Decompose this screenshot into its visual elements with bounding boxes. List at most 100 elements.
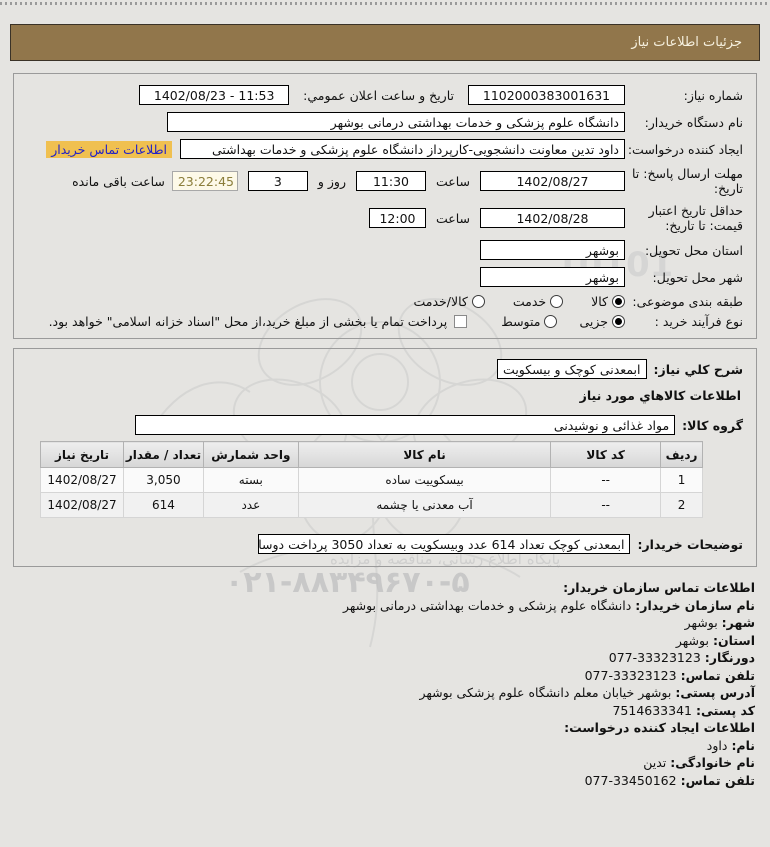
contact-value: بوشهر [684,615,718,630]
process-type-row: نوع فرآیند خرید : جزیی متوسط پرداخت تمام… [24,314,743,329]
validity-hour-label: ساعت [435,210,470,226]
classification-option-service[interactable]: خدمت [512,294,564,309]
price-validity-row: حداقل تاریخ اعتبار قیمت: تا تاریخ: 1402/… [24,203,743,233]
goods-info-panel: شرح کلي نياز: ابمعدنی کوچک و بیسکویت اطل… [13,348,757,567]
cell-need-date: 1402/08/27 [39,467,125,493]
need-number-field[interactable]: 1102000383001631 [468,85,625,105]
table-row: 2 -- آب معدنی یا چشمه عدد 614 1402/08/27 [39,492,703,518]
classification-option-goods-service[interactable]: کالا/خدمت [413,294,485,309]
process-option-minor[interactable]: جزیی [579,314,625,329]
contact-line: نام: داود [0,737,755,755]
request-creator-row: ایجاد کننده درخواست: داود تدین معاونت دا… [24,139,743,159]
contact-line: تلفن تماس: 33450162-077 [0,772,755,790]
contact-line: دورنگار: 33323123-077 [0,649,755,667]
buyer-contact-heading: اطلاعات تماس سازمان خریدار: [563,580,755,595]
contact-line: تلفن تماس: 33323123-077 [0,667,755,685]
radio-icon [471,295,485,308]
price-validity-label: حداقل تاریخ اعتبار قیمت: تا تاریخ: [648,203,743,233]
contact-label: استان: [712,632,755,648]
contact-label: تلفن تماس: [680,772,755,788]
goods-group-row: گروه کالا: مواد غذائی و نوشیدنی [24,415,743,435]
cell-quantity: 3,050 [123,467,204,493]
validity-hour-field[interactable]: 12:00 [368,208,426,228]
need-info-panel: شماره نياز: 1102000383001631 تاريخ و ساع… [13,73,757,339]
announce-datetime-label: تاريخ و ساعت اعلان عمومي: [303,87,454,103]
top-dotted-divider [0,2,770,5]
delivery-city-field[interactable]: بوشهر [480,267,625,287]
announce-datetime-field[interactable]: 1402/08/23 - 11:53 [139,85,290,105]
buyer-contact-link[interactable]: اطلاعات تماس خریدار [46,140,172,158]
option-label: خدمت [512,294,547,309]
contact-line: نام خانوادگی: تدین [0,754,755,772]
table-row: 1 -- بیسکوییت ساده بسته 3,050 1402/08/27 [39,467,703,493]
page-title-bar: جزئيات اطلاعات نياز [10,24,760,61]
contact-value: 7514633341 [612,702,692,718]
contact-line: کد پستی: 7514633341 [0,702,755,720]
cell-goods-code: -- [550,467,662,493]
deadline-date-field[interactable]: 1402/08/27 [480,171,625,191]
contact-value: تدین [643,755,667,770]
request-creator-field[interactable]: داود تدین معاونت دانشجویی-کارپرداز دانشگ… [180,139,625,159]
cell-unit: عدد [202,492,299,518]
contact-label: تلفن تماس: [680,667,755,683]
treasury-payment-checkbox[interactable] [454,315,468,328]
process-option-medium[interactable]: متوسط [501,314,558,329]
cell-goods-name: بیسکوییت ساده [297,467,552,493]
col-unit: واحد شمارش [202,441,299,468]
radio-icon [550,295,564,308]
days-remaining-field[interactable]: 3 [247,171,308,191]
response-deadline-label: مهلت ارسال پاسخ: تا تاریخ: [632,166,743,196]
delivery-city-label: شهر محل تحویل: [652,269,743,285]
classification-row: طبقه بندی موضوعی: کالا خدمت کالا/خدمت [24,294,743,309]
col-row-number: ردیف [660,441,703,468]
buyer-notes-field[interactable]: ابمعدنی کوچک تعداد 614 عدد وبیسکویت به ت… [258,534,631,554]
delivery-province-label: استان محل تحویل: [644,242,743,258]
days-and-label: روز و [317,173,346,189]
option-label: جزیی [579,314,608,329]
goods-group-label: گروه کالا: [682,417,743,433]
buyer-org-label: نام دستگاه خریدار: [644,114,743,130]
col-need-date: تاریخ نیاز [39,441,125,468]
col-goods-code: کد کالا [550,441,662,468]
delivery-province-field[interactable]: بوشهر [480,240,625,260]
cell-quantity: 614 [123,492,204,518]
classification-option-goods[interactable]: کالا [591,294,625,309]
radio-selected-icon [612,315,625,328]
contact-label: نام: [731,737,755,753]
buyer-org-field[interactable]: دانشگاه علوم پزشکی و خدمات بهداشتی درمان… [167,112,625,132]
buyer-notes-row: توضیحات خریدار: ابمعدنی کوچک تعداد 614 ع… [24,534,743,554]
response-deadline-row: مهلت ارسال پاسخ: تا تاریخ: 1402/08/27 سا… [24,166,743,196]
buyer-notes-label: توضیحات خریدار: [637,536,743,552]
contact-value: داود [706,737,728,753]
need-description-label: شرح کلي نياز: [653,361,743,377]
contact-label: آدرس پستی: [675,685,755,700]
delivery-province-row: استان محل تحویل: بوشهر [24,240,743,260]
contact-value: 33323123-077 [608,650,701,665]
hours-remaining-label: ساعت باقی مانده [72,173,165,189]
option-label: متوسط [501,314,541,329]
contact-value: دانشگاه علوم پزشکی و خدمات بهداشتی درمان… [342,597,632,613]
goods-group-field[interactable]: مواد غذائی و نوشیدنی [135,415,676,435]
cell-goods-name: آب معدنی یا چشمه [297,492,552,518]
page-title: جزئيات اطلاعات نياز [631,35,742,50]
contact-label: شهر: [721,615,755,630]
countdown-timer: 23:22:45 [171,171,238,191]
contact-label: کد پستی: [695,702,755,718]
goods-table-header-row: ردیف کد کالا نام کالا واحد شمارش تعداد /… [39,441,703,468]
request-creator-heading: اطلاعات ایجاد کننده درخواست: [564,720,755,735]
validity-date-field[interactable]: 1402/08/28 [480,208,625,228]
delivery-city-row: شهر محل تحویل: بوشهر [24,267,743,287]
deadline-hour-field[interactable]: 11:30 [355,171,426,191]
need-description-field[interactable]: ابمعدنی کوچک و بیسکویت [497,359,647,379]
radio-selected-icon [612,295,625,308]
goods-table: ردیف کد کالا نام کالا واحد شمارش تعداد /… [39,441,703,518]
cell-unit: بسته [202,467,299,493]
contact-line: آدرس پستی: بوشهر خیابان معلم دانشگاه علو… [0,684,756,702]
request-creator-label: ایجاد کننده درخواست: [627,141,743,157]
contact-value: 33323123-077 [584,667,677,683]
cell-need-date: 1402/08/27 [39,492,125,518]
contact-line: نام سازمان خریدار: دانشگاه علوم پزشکی و … [0,597,755,615]
goods-section-heading: اطلاعات کالاهاي مورد نياز [579,388,741,403]
contact-label: نام خانوادگی: [670,755,755,770]
contact-line: شهر: بوشهر [0,614,755,632]
